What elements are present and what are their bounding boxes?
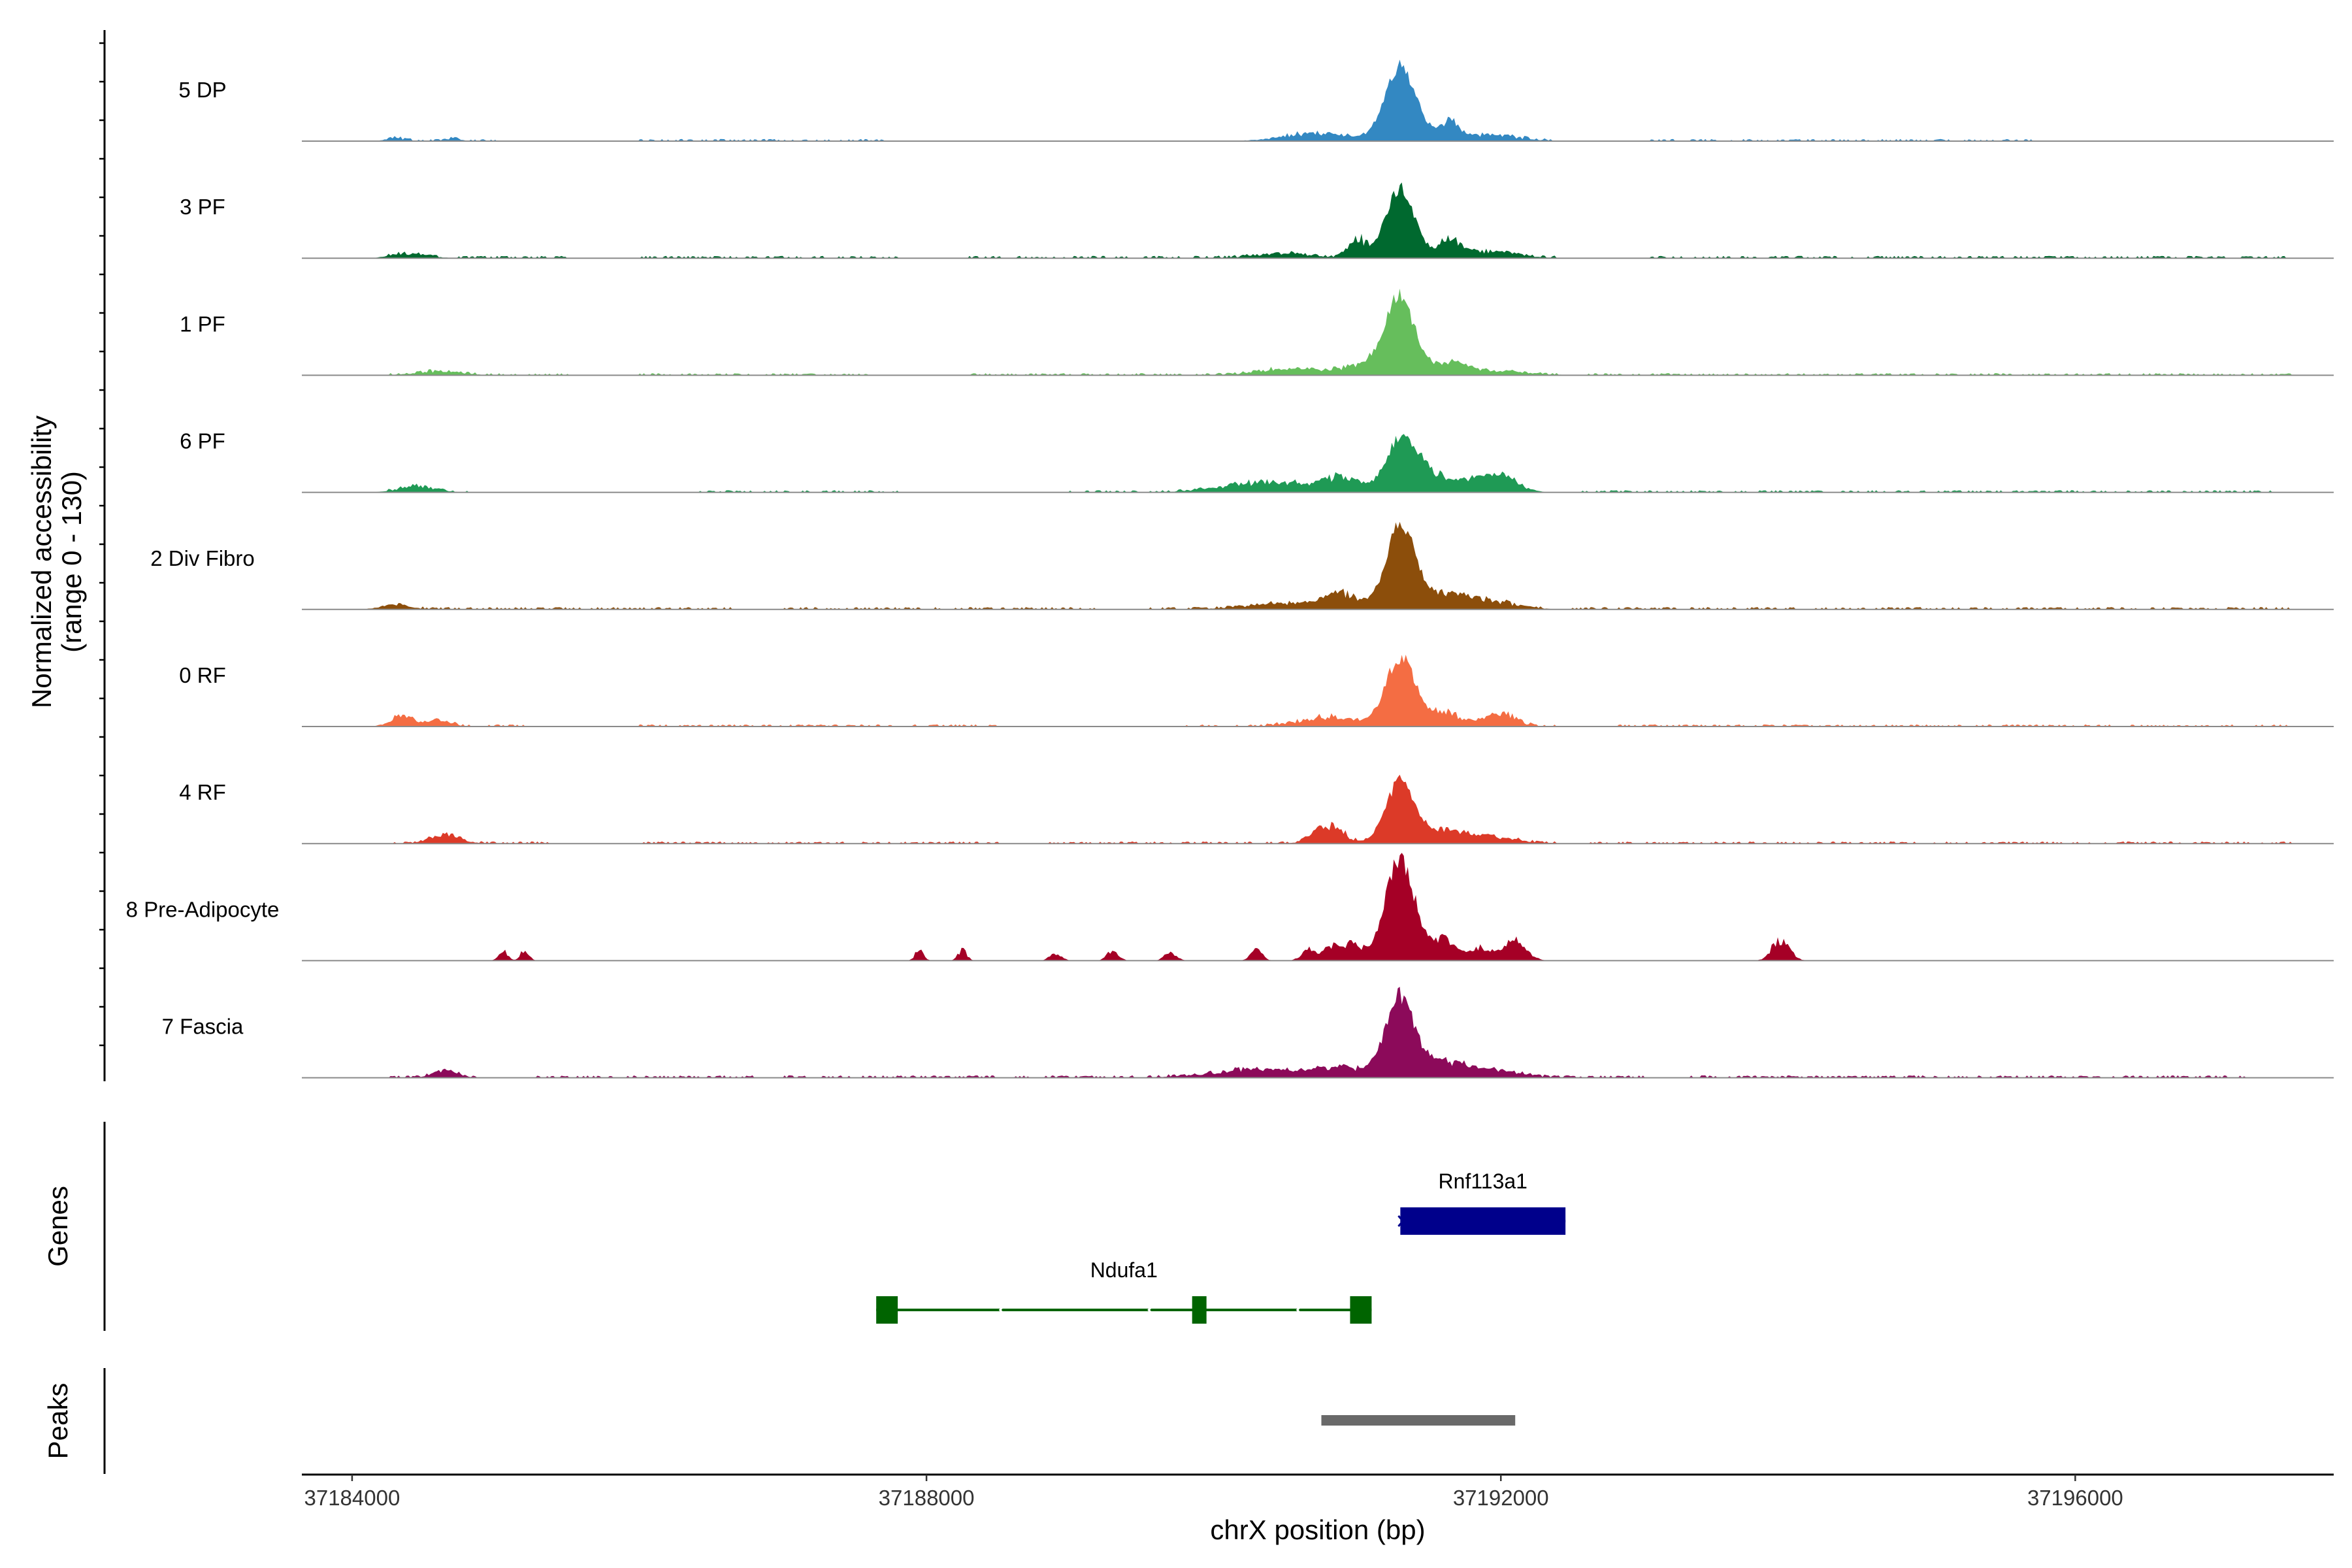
track-label: 0 RF <box>179 663 226 687</box>
track-label: 5 DP <box>178 78 226 102</box>
track-4-rf: 4 RF <box>179 774 2334 845</box>
x-axis-title: chrX position (bp) <box>1210 1514 1425 1545</box>
coverage-area <box>306 434 2334 493</box>
coverage-area <box>306 288 2334 376</box>
x-tick-label: 37188000 <box>879 1486 975 1510</box>
coverage-tracks: 5 DP 3 PF 1 PF 6 PF 2 Div Fibro 0 RF 4 RF 8 Pre… <box>126 59 2334 1079</box>
strand-arrow <box>1397 1215 1405 1227</box>
coverage-area <box>306 182 2334 259</box>
gene-rnf113a1: Rnf113a1 <box>1397 1169 1566 1235</box>
track-6-pf: 6 PF <box>180 429 2334 493</box>
strand-arrow <box>1147 1304 1154 1316</box>
track-0-rf: 0 RF <box>179 655 2334 727</box>
coverage-area <box>306 853 2334 961</box>
strand-arrow <box>998 1304 1005 1316</box>
track-3-pf: 3 PF <box>180 182 2334 259</box>
gene-ndufa1: Ndufa1 <box>876 1258 1372 1324</box>
peaks-panel-label: Peaks <box>42 1383 73 1460</box>
coverage-area <box>306 59 2334 141</box>
coverage-area <box>306 987 2334 1078</box>
strand-arrow <box>1296 1304 1303 1316</box>
track-1-pf: 1 PF <box>180 288 2334 376</box>
track-label: 2 Div Fibro <box>150 546 255 570</box>
gene-exon <box>1350 1296 1372 1324</box>
track-7-fascia: 7 Fascia <box>162 987 2334 1079</box>
gene-exon <box>876 1296 898 1324</box>
track-label: 8 Pre-Adipocyte <box>126 897 280 921</box>
peak-annotations <box>1321 1415 1516 1426</box>
genes-panel-label: Genes <box>42 1186 73 1267</box>
track-label: 4 RF <box>179 780 226 804</box>
coverage-area <box>306 655 2334 727</box>
coverage-area <box>306 521 2334 610</box>
track-2-div-fibro: 2 Div Fibro <box>150 521 2334 610</box>
track-label: 6 PF <box>180 429 225 453</box>
coverage-y-ticks <box>99 42 105 1047</box>
track-5-dp: 5 DP <box>178 59 2334 142</box>
peak-region <box>1321 1415 1516 1426</box>
gene-label: Rnf113a1 <box>1439 1169 1527 1193</box>
y-axis-title-line1: Normalized accessibility <box>26 416 57 708</box>
track-label: 1 PF <box>180 312 225 336</box>
x-tick-label: 37192000 <box>1453 1486 1549 1510</box>
gene-exon <box>1400 1207 1566 1235</box>
track-8-pre-adipocyte: 8 Pre-Adipocyte <box>126 853 2334 962</box>
track-label: 7 Fascia <box>162 1015 244 1039</box>
gene-annotations: Rnf113a1 Ndufa1 <box>876 1169 1566 1324</box>
y-axis-title-line2: (range 0 - 130) <box>56 471 87 653</box>
x-tick-label: 37196000 <box>2027 1486 2123 1510</box>
x-tick-label: 37184000 <box>304 1486 400 1510</box>
coverage-area <box>306 774 2334 844</box>
gene-exon <box>1192 1296 1207 1324</box>
x-axis-ticks: 37184000 37188000 37192000 37196000 <box>304 1475 2123 1510</box>
gene-label: Ndufa1 <box>1090 1258 1158 1282</box>
track-label: 3 PF <box>180 195 225 219</box>
